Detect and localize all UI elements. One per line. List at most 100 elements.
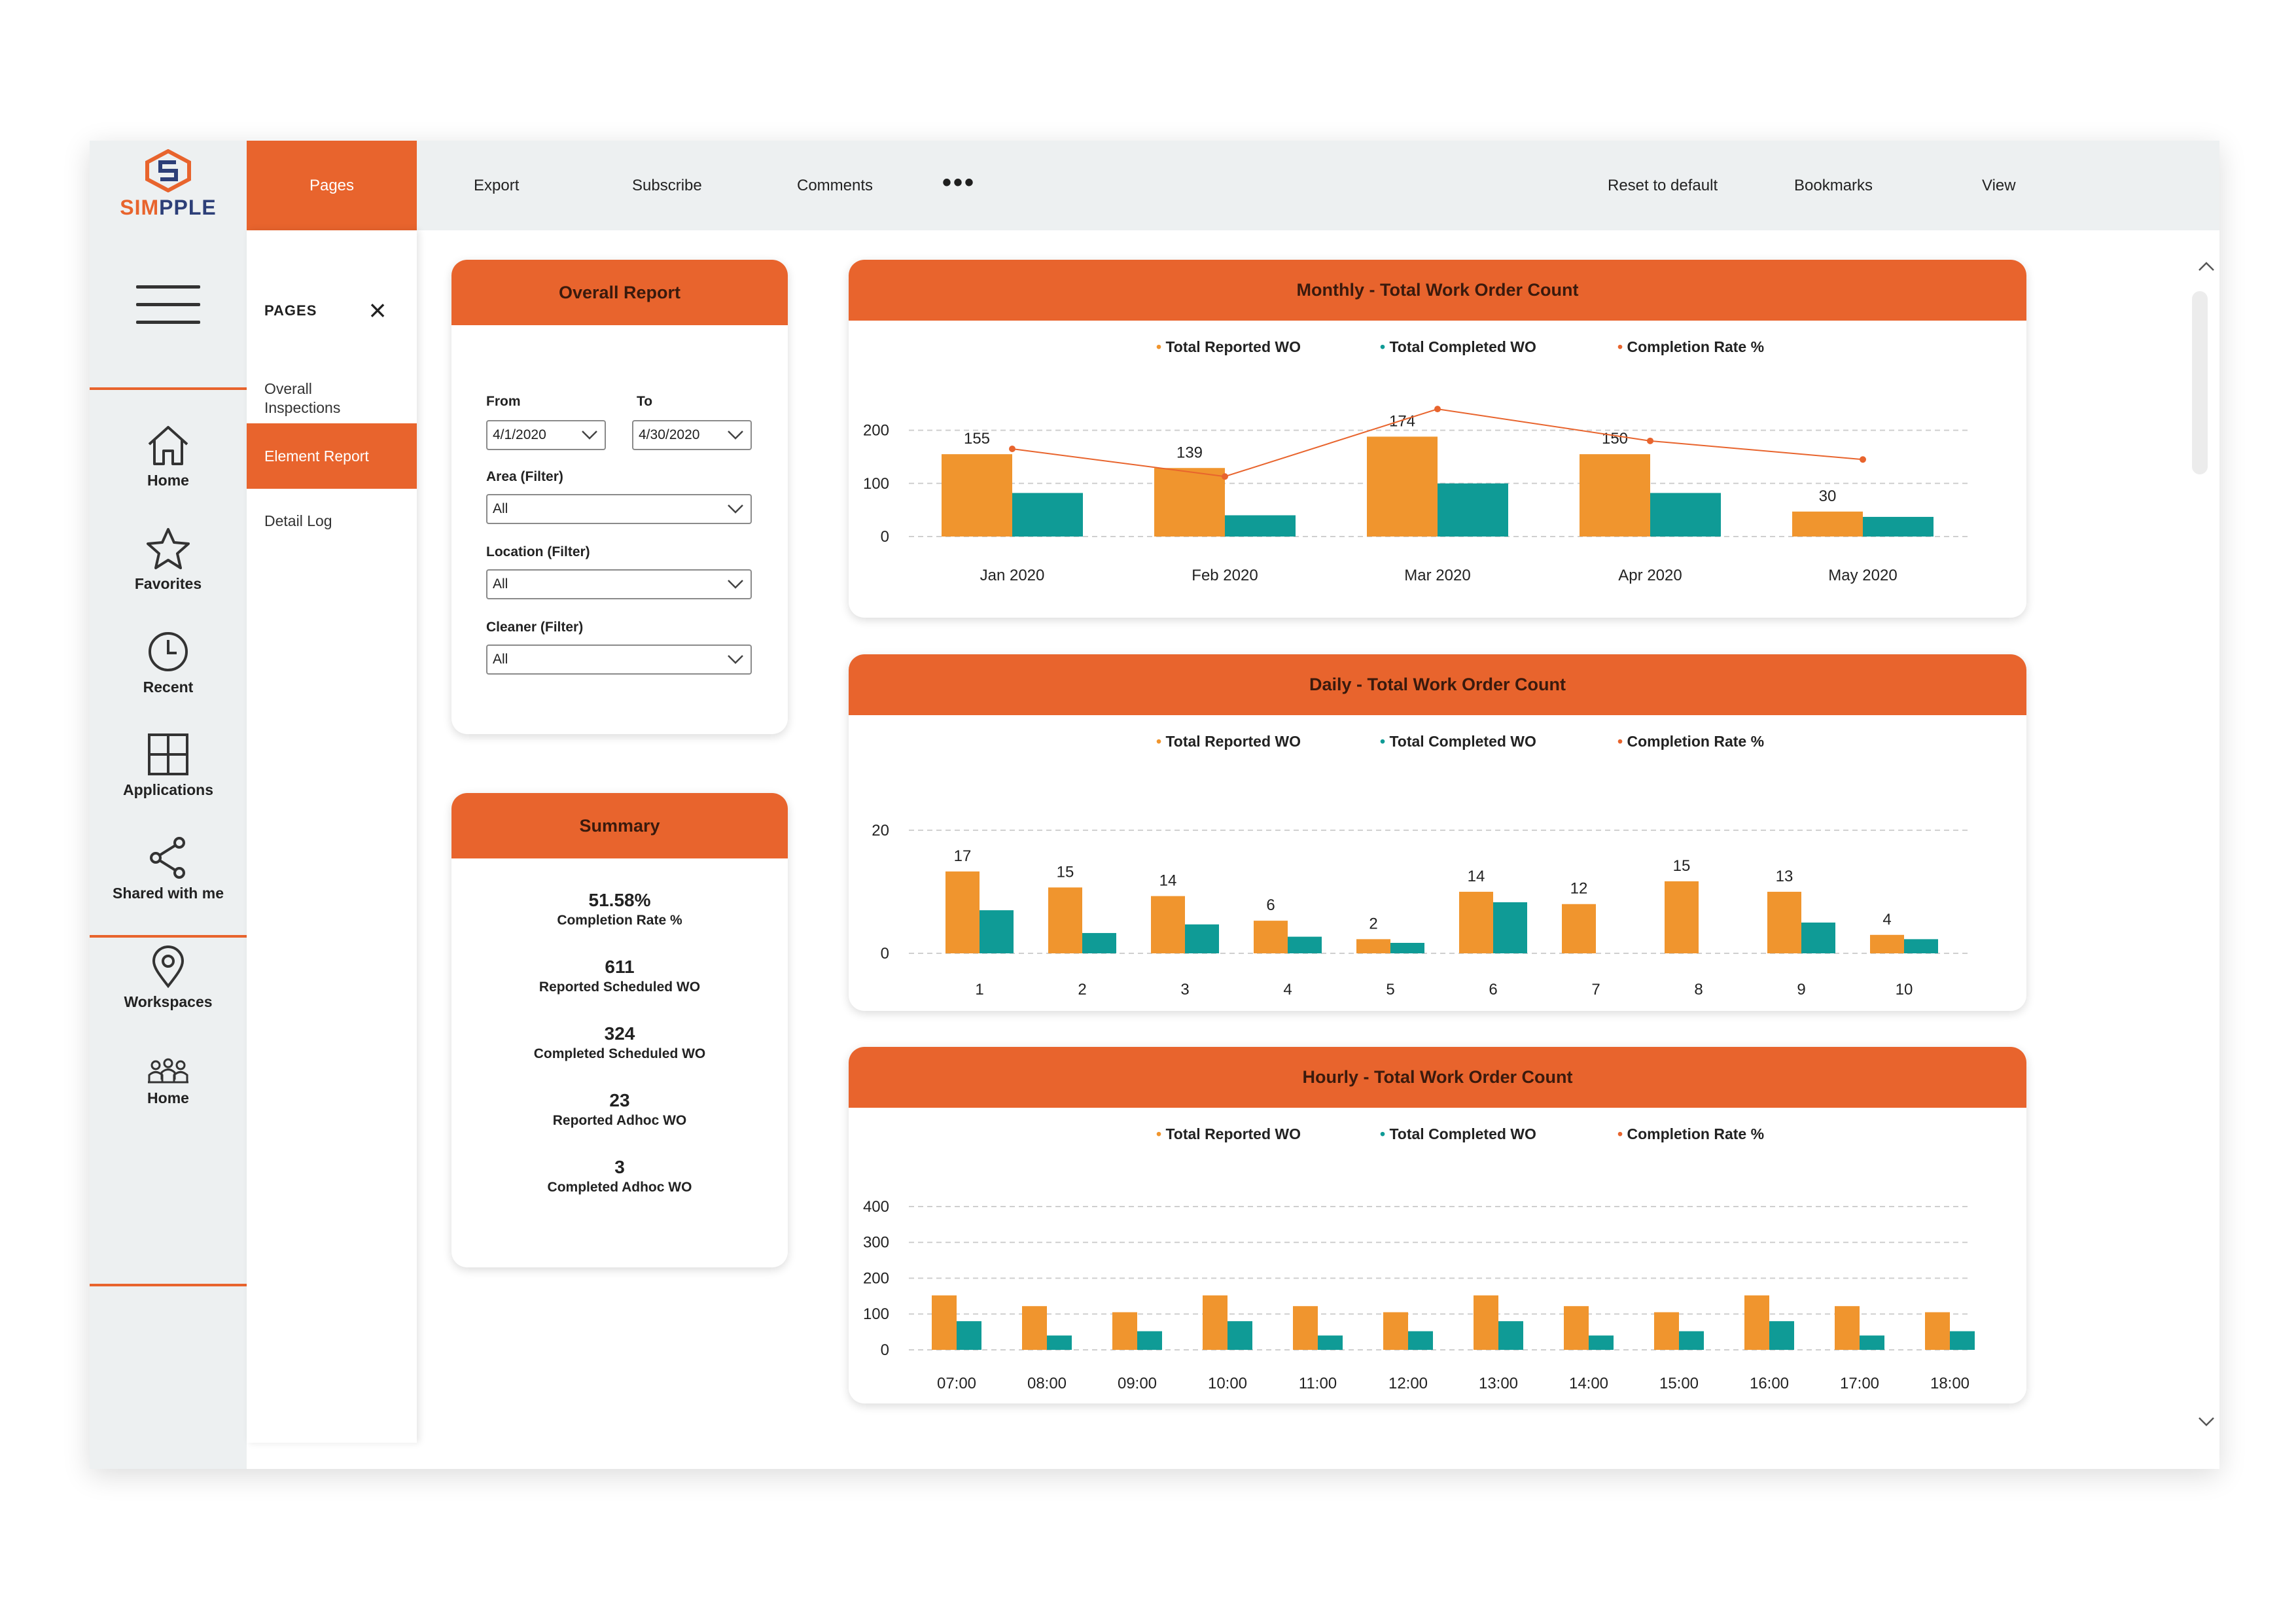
rail-divider — [90, 1284, 247, 1286]
data-label: 30 — [1819, 487, 1837, 505]
completion-rate-point — [1222, 473, 1228, 480]
view-button[interactable]: View — [1982, 177, 2016, 194]
rail-divider — [90, 387, 247, 390]
x-tick-label: 16:00 — [1750, 1375, 1789, 1392]
more-options-icon[interactable]: ••• — [942, 168, 976, 197]
scroll-down-icon[interactable] — [2197, 1411, 2216, 1431]
bar-reported — [1870, 934, 1904, 953]
daily-chart-title: Daily - Total Work Order Count — [849, 654, 2026, 715]
x-tick-label: 5 — [1386, 981, 1394, 998]
nav-home-people[interactable]: Home — [90, 1058, 247, 1107]
subscribe-button[interactable]: Subscribe — [632, 177, 702, 194]
completion-rate-point — [1434, 406, 1441, 413]
monthly-chart-card: Monthly - Total Work Order Count • Total… — [849, 260, 2026, 618]
location-filter-label: Location (Filter) — [486, 544, 590, 559]
clock-icon — [149, 632, 188, 671]
page-item-element-report[interactable]: Element Report — [247, 423, 417, 489]
bar-reported — [1383, 1312, 1408, 1350]
nav-recent[interactable]: Recent — [90, 630, 247, 696]
page-item-overall-inspections[interactable]: Overall Inspections — [264, 380, 341, 416]
top-bar: SIMPPLE Pages Export Subscribe Comments … — [90, 141, 2219, 230]
nav-favorites[interactable]: Favorites — [90, 527, 247, 593]
bar-completed — [957, 1321, 981, 1350]
x-tick-label: 13:00 — [1479, 1375, 1518, 1392]
logo-text-pple: PPLE — [159, 196, 217, 219]
share-icon — [150, 837, 185, 879]
pages-panel: PAGES × Overall Inspections Element Repo… — [247, 230, 417, 1443]
bar-completed — [1438, 483, 1508, 537]
bar-reported — [1112, 1312, 1137, 1350]
legend-completion-rate: • Completion Rate % — [1617, 338, 1765, 355]
x-tick-label: Feb 2020 — [1192, 567, 1258, 584]
bar-reported — [1022, 1306, 1047, 1350]
home-icon — [148, 426, 188, 465]
completion-rate-label: Completion Rate % — [557, 913, 682, 928]
cleaner-filter-select[interactable]: All — [486, 644, 752, 675]
hourly-chart-card: Hourly - Total Work Order Count • Total … — [849, 1047, 2026, 1403]
scrollbar-thumb[interactable] — [2192, 291, 2208, 474]
bar-completed — [1493, 902, 1527, 953]
legend-reported: • Total Reported WO — [1156, 338, 1301, 355]
page-item-detail-log[interactable]: Detail Log — [264, 512, 332, 529]
completion-rate-point — [1009, 446, 1016, 453]
bar-completed — [1288, 936, 1322, 953]
location-filter-select[interactable]: All — [486, 569, 752, 599]
bookmarks-button[interactable]: Bookmarks — [1794, 177, 1873, 194]
data-label: 155 — [964, 430, 990, 448]
area-filter-label: Area (Filter) — [486, 469, 563, 484]
bar-reported — [1654, 1312, 1679, 1350]
bar-completed — [1225, 515, 1296, 537]
scroll-up-icon[interactable] — [2197, 257, 2216, 277]
close-icon[interactable]: × — [368, 293, 387, 327]
comments-button[interactable]: Comments — [797, 177, 874, 194]
chevron-down-icon — [728, 431, 743, 440]
nav-home[interactable]: Home — [90, 423, 247, 489]
bar-completed — [1390, 943, 1424, 953]
overall-report-title: Overall Report — [451, 260, 788, 325]
bar-completed — [1801, 922, 1835, 953]
to-date-value: 4/30/2020 — [639, 427, 700, 442]
completed-adhoc-label: Completed Adhoc WO — [547, 1180, 692, 1195]
x-tick-label: 2 — [1078, 981, 1086, 998]
bar-reported — [1767, 891, 1801, 953]
x-tick-label: 9 — [1797, 981, 1805, 998]
tab-pages[interactable]: Pages — [247, 141, 417, 230]
completed-adhoc-value: 3 — [614, 1157, 625, 1177]
x-tick-label: 10:00 — [1208, 1375, 1247, 1392]
data-label: 2 — [1369, 915, 1377, 932]
nav-workspaces[interactable]: Workspaces — [90, 945, 247, 1011]
legend-reported: • Total Reported WO — [1156, 1125, 1301, 1142]
bar-reported — [1562, 904, 1596, 953]
y-tick-label: 20 — [872, 822, 889, 839]
bar-reported — [1580, 454, 1650, 537]
y-tick-label: 200 — [863, 422, 889, 440]
simpple-logo-icon — [145, 149, 191, 192]
hamburger-menu-icon[interactable] — [136, 285, 200, 325]
chevron-down-icon — [728, 504, 743, 514]
data-label: 150 — [1602, 430, 1628, 448]
left-rail: Home Favorites Recent Applications — [90, 230, 247, 1469]
app-window: SIMPPLE Pages Export Subscribe Comments … — [90, 141, 2219, 1469]
y-tick-label: 0 — [881, 528, 889, 546]
bar-completed — [1408, 1331, 1433, 1350]
bar-reported — [1744, 1295, 1769, 1350]
x-tick-label: 15:00 — [1659, 1375, 1699, 1392]
data-label: 15 — [1673, 857, 1691, 875]
export-button[interactable]: Export — [474, 177, 520, 194]
x-tick-label: 11:00 — [1299, 1375, 1337, 1392]
bar-completed — [1047, 1335, 1072, 1350]
from-label: From — [486, 394, 521, 409]
completed-scheduled-value: 324 — [604, 1023, 635, 1044]
nav-shared-with-me[interactable]: Shared with me — [90, 836, 247, 902]
nav-applications[interactable]: Applications — [90, 733, 247, 799]
from-date-picker[interactable]: 4/1/2020 — [486, 420, 606, 450]
bar-reported — [945, 871, 980, 953]
area-filter-select[interactable]: All — [486, 494, 752, 524]
legend-completion-rate: • Completion Rate % — [1617, 1125, 1765, 1142]
data-label: 6 — [1266, 896, 1275, 914]
to-date-picker[interactable]: 4/30/2020 — [632, 420, 752, 450]
reset-to-default-button[interactable]: Reset to default — [1608, 177, 1718, 194]
bar-reported — [1367, 436, 1438, 537]
bar-reported — [1048, 887, 1082, 953]
location-filter-value: All — [493, 576, 508, 591]
